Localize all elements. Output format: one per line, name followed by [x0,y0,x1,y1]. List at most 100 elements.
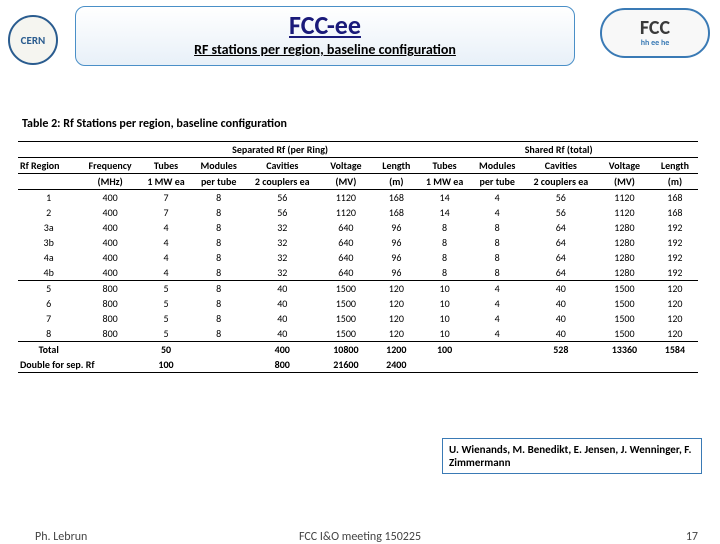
table-cell: 64 [525,250,597,265]
table-cell: 8 [419,265,469,281]
table-cell: 8 [191,250,246,265]
table-cell [191,342,246,358]
table-cell: 40 [525,326,597,342]
unit-header: 2 couplers ea [246,174,318,190]
table-cell: 40 [246,311,318,326]
unit-header: (MV) [318,174,373,190]
table-cell: 8 [191,235,246,250]
col-header: Voltage [318,158,373,174]
unit-header: per tube [191,174,246,190]
table-cell: 1500 [597,296,652,311]
table-cell: 400 [79,265,140,281]
col-header: Voltage [597,158,652,174]
table-cell: 4 [470,281,525,297]
table-cell: 1500 [318,296,373,311]
unit-header: (MV) [597,174,652,190]
table-cell: 400 [79,250,140,265]
table-row: 4b40048326409688641280192 [18,265,698,281]
unit-header: 1 MW ea [419,174,469,190]
table-cell: 4b [18,265,79,281]
table-cell [597,357,652,373]
table-cell: 1500 [597,281,652,297]
page-title: FCC-ee [76,9,574,41]
table-cell: 800 [246,357,318,373]
table-cell: 64 [525,220,597,235]
table-cell: 1584 [652,342,698,358]
group-header-blank [18,142,141,158]
page-subtitle: RF stations per region, baseline configu… [76,41,574,58]
table-cell: 1120 [597,190,652,206]
table-cell: 4 [470,311,525,326]
table-cell: 168 [652,205,698,220]
table-row: 580058401500120104401500120 [18,281,698,297]
table-total-row: Total50400108001200100528133601584 [18,342,698,358]
table-cell: 1500 [597,311,652,326]
table-cell: 50 [141,342,191,358]
group-header-separated: Separated Rf (per Ring) [141,142,420,158]
footer-page-number: 17 [686,530,698,544]
table-cell: 4 [141,250,191,265]
table-cell: 5 [141,326,191,342]
table-cell: 5 [18,281,79,297]
unit-header: (m) [652,174,698,190]
table-cell: 10 [419,326,469,342]
table-cell: 32 [246,265,318,281]
table-cell: 40 [525,281,597,297]
table-cell: 96 [373,265,419,281]
table-cell: 3a [18,220,79,235]
table-cell: 5 [141,281,191,297]
table-cell: 192 [652,265,698,281]
table-cell: 10 [419,311,469,326]
table-row: 3a40048326409688641280192 [18,220,698,235]
table-cell: 640 [318,265,373,281]
col-header: Length [373,158,419,174]
table-cell [470,342,525,358]
col-header: Frequency [79,158,140,174]
table-cell: 8 [191,205,246,220]
col-header: Length [652,158,698,174]
table-cell: 120 [373,326,419,342]
table-cell: 1120 [318,205,373,220]
table-cell: 800 [79,296,140,311]
table-cell [525,357,597,373]
table-cell: 1280 [597,265,652,281]
table-cell: 2400 [373,357,419,373]
table-caption: Table 2: Rf Stations per region, baselin… [22,117,720,131]
table-cell: 528 [525,342,597,358]
unit-header: per tube [470,174,525,190]
table-cell: 1120 [597,205,652,220]
header: CERN FCC-ee RF stations per region, base… [0,0,720,72]
col-header: Modules [470,158,525,174]
table-cell: 96 [373,235,419,250]
table-cell: 96 [373,250,419,265]
table-cell: 40 [246,326,318,342]
table-cell: 8 [191,190,246,206]
table-cell: 100 [141,357,191,373]
table-cell: 8 [470,220,525,235]
col-header: Modules [191,158,246,174]
table-cell: 168 [373,205,419,220]
table-cell: 168 [652,190,698,206]
group-header-shared: Shared Rf (total) [419,142,698,158]
table-row: 780058401500120104401500120 [18,311,698,326]
table-group-header-row: Separated Rf (per Ring) Shared Rf (total… [18,142,698,158]
table-cell: 10 [419,281,469,297]
table-row: 680058401500120104401500120 [18,296,698,311]
table-cell: 168 [373,190,419,206]
table-cell: 5 [141,311,191,326]
table-units-row: (MHz)1 MW eaper tube2 couplers ea(MV)(m)… [18,174,698,190]
table-cell: 14 [419,190,469,206]
table-cell: 10 [419,296,469,311]
table-cell: 2 [18,205,79,220]
table-cell: 640 [318,220,373,235]
fcc-logo-sub: hh ee he [641,38,670,48]
table-cell: 1280 [597,235,652,250]
table-cell: 1500 [597,326,652,342]
table-column-header-row: Rf RegionFrequencyTubesModulesCavitiesVo… [18,158,698,174]
table-cell: 400 [79,190,140,206]
table-cell: 56 [246,190,318,206]
cern-logo: CERN [8,15,58,65]
table-cell: 8 [191,265,246,281]
table-cell: 8 [470,250,525,265]
unit-header [18,174,79,190]
